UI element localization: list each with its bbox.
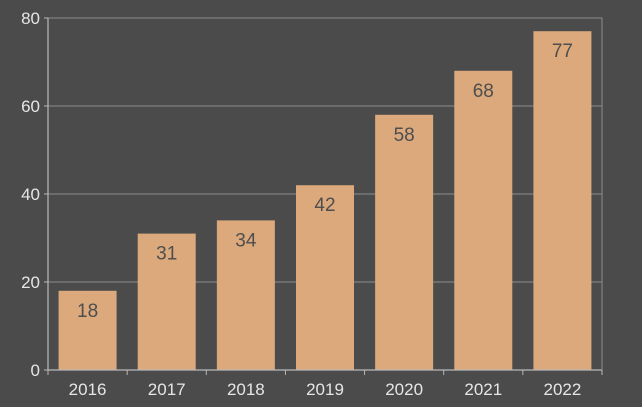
y-tick-label: 40	[21, 185, 40, 204]
x-tick-label-2021: 2021	[464, 380, 502, 399]
bar-2018	[216, 220, 275, 370]
x-tick-label-2018: 2018	[227, 380, 265, 399]
data-label-2021: 68	[473, 81, 494, 102]
y-tick-label: 80	[21, 9, 40, 28]
bar-2021	[454, 70, 513, 371]
x-tick-label-2016: 2016	[69, 380, 107, 399]
x-tick-label-2019: 2019	[306, 380, 344, 399]
bar-2017	[137, 233, 196, 370]
data-label-2018: 34	[235, 230, 257, 251]
x-tick-label-2022: 2022	[544, 380, 582, 399]
bar-2020	[375, 114, 434, 370]
data-label-2016: 18	[77, 301, 98, 322]
y-tick-label: 0	[31, 361, 40, 380]
labels: 0 20 40 60 80 18 2016 31 2017 34 2018 42 2019 58 2020 6…	[21, 9, 581, 399]
data-label-2020: 58	[394, 125, 415, 146]
bar-2016	[58, 290, 117, 370]
bar-2022	[533, 31, 592, 370]
axes	[44, 17, 603, 375]
data-label-2022: 77	[552, 41, 573, 62]
bars	[58, 31, 592, 371]
y-tick-label: 20	[21, 273, 40, 292]
bar-2019	[296, 185, 354, 370]
data-label-2017: 31	[156, 244, 177, 265]
data-label-2019: 42	[314, 195, 335, 216]
y-tick-label: 60	[21, 97, 40, 116]
x-tick-label-2020: 2020	[385, 380, 423, 399]
x-tick-label-2017: 2017	[148, 380, 186, 399]
